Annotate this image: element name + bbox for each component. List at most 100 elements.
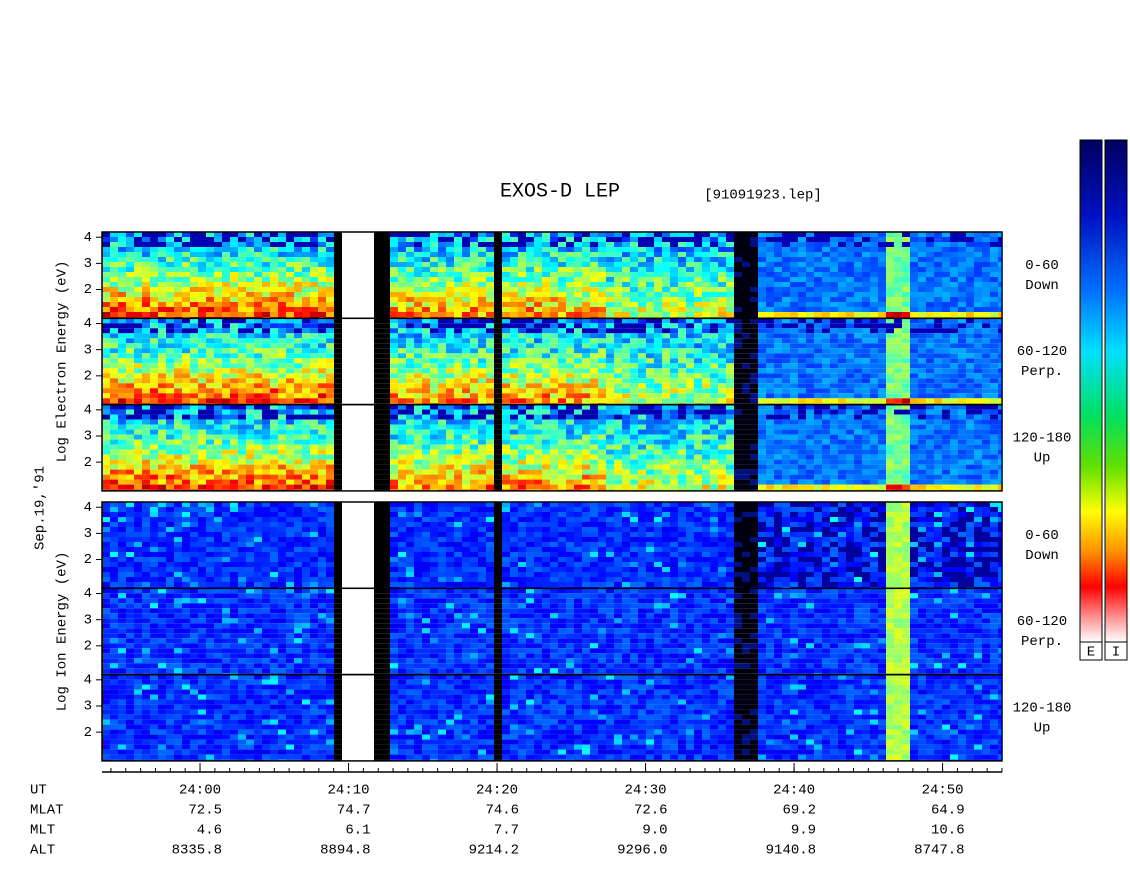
spectrogram-cell (622, 232, 630, 237)
spectrogram-cell (806, 242, 814, 247)
spectrogram-cell (862, 439, 870, 445)
spectrogram-cell (550, 272, 558, 277)
spectrogram-cell (406, 348, 414, 354)
spectrogram-cell (558, 373, 566, 379)
spectrogram-cell (630, 277, 638, 282)
spectrogram-cell (222, 312, 230, 317)
spectrogram-cell (846, 398, 854, 404)
spectrogram-cell (726, 247, 734, 252)
spectrogram-cell (710, 383, 718, 389)
spectrogram-cell (798, 257, 806, 262)
spectrogram-cell (134, 333, 142, 339)
spectrogram-cell (470, 434, 478, 440)
spectrogram-cell (142, 262, 150, 267)
spectrogram-cell (942, 353, 950, 359)
spectrogram-cell (894, 262, 902, 267)
spectrogram-cell (174, 363, 182, 369)
spectrogram-cell (430, 363, 438, 369)
spectrogram-cell (486, 409, 494, 415)
spectrogram-cell (718, 348, 726, 354)
spectrogram-cell (454, 262, 462, 267)
spectrogram-cell (462, 353, 470, 359)
spectrogram-cell (278, 404, 286, 410)
spectrogram-cell (558, 272, 566, 277)
spectrogram-cell (110, 252, 118, 257)
spectrogram-cell (902, 409, 910, 415)
spectrogram-cell (870, 328, 878, 334)
spectrogram-cell (494, 252, 502, 257)
spectrogram-cell (230, 373, 238, 379)
spectrogram-cell (222, 378, 230, 384)
spectrogram-cell (870, 247, 878, 252)
spectrogram-cell (606, 363, 614, 369)
spectrogram-cell (278, 262, 286, 267)
spectrogram-cell (862, 368, 870, 374)
spectrogram-cell (510, 378, 518, 384)
spectrogram-cell (318, 404, 326, 410)
spectrogram-cell (406, 292, 414, 297)
spectrogram-cell (102, 348, 110, 354)
spectrogram-cell (158, 282, 166, 287)
spectrogram-cell (990, 393, 998, 399)
spectrogram-cell (662, 302, 670, 307)
spectrogram-cell (646, 409, 654, 415)
spectrogram-cell (654, 373, 662, 379)
spectrogram-cell (806, 328, 814, 334)
spectrogram-cell (942, 343, 950, 349)
spectrogram-cell (446, 323, 454, 329)
spectrogram-cell (830, 292, 838, 297)
spectrogram-cell (782, 378, 790, 384)
spectrogram-cell (574, 323, 582, 329)
spectrogram-cell (318, 368, 326, 374)
spectrogram-cell (286, 363, 294, 369)
spectrogram-cell (742, 292, 750, 297)
spectrogram-cell (534, 307, 542, 312)
spectrogram-cell (558, 292, 566, 297)
spectrogram-cell (718, 247, 726, 252)
spectrogram-cell (726, 383, 734, 389)
spectrogram-cell (982, 237, 990, 242)
spectrogram-cell (518, 353, 526, 359)
spectrogram-cell (374, 272, 382, 277)
spectrogram-cell (454, 287, 462, 292)
spectrogram-cell (198, 247, 206, 252)
spectrogram-cell (638, 424, 646, 430)
spectrogram-cell (862, 272, 870, 277)
spectrogram-cell (454, 307, 462, 312)
spectrogram-cell (670, 333, 678, 339)
spectrogram-cell (558, 414, 566, 420)
spectrogram-cell (654, 318, 662, 324)
spectrogram-cell (678, 363, 686, 369)
spectrogram-cell (278, 333, 286, 339)
spectrogram-cell (542, 338, 550, 344)
spectrogram-cell (894, 348, 902, 354)
spectrogram-cell (846, 312, 854, 317)
spectrogram-cell (822, 414, 830, 420)
spectrogram-cell (974, 434, 982, 440)
colorbar-label: E (1087, 645, 1095, 661)
spectrogram-cell (598, 282, 606, 287)
spectrogram-cell (942, 363, 950, 369)
spectrogram-cell (302, 388, 310, 394)
spectrogram-cell (374, 287, 382, 292)
spectrogram-cell (910, 333, 918, 339)
spectrogram-cell (846, 434, 854, 440)
spectrogram-cell (134, 318, 142, 324)
spectrogram-cell (926, 318, 934, 324)
spectrogram-cell (934, 353, 942, 359)
spectrogram-cell (142, 232, 150, 237)
spectrogram-cell (342, 424, 350, 430)
spectrogram-cell (710, 292, 718, 297)
spectrogram-cell (302, 419, 310, 425)
spectrogram-cell (166, 328, 174, 334)
spectrogram-cell (798, 292, 806, 297)
spectrogram-cell (390, 257, 398, 262)
spectrogram-cell (734, 242, 742, 247)
spectrogram-cell (854, 328, 862, 334)
spectrogram-cell (750, 292, 758, 297)
spectrogram-cell (150, 328, 158, 334)
spectrogram-cell (822, 307, 830, 312)
spectrogram-cell (646, 358, 654, 364)
spectrogram-cell (518, 312, 526, 317)
spectrogram-cell (678, 247, 686, 252)
